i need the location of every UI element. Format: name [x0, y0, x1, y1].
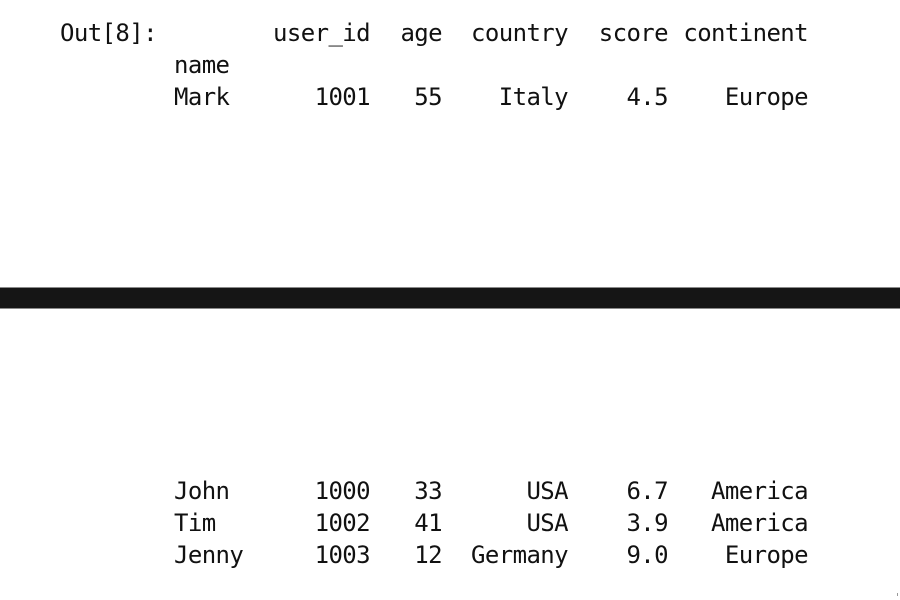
column-header-continent: continent — [683, 19, 808, 47]
cell-continent: Europe — [724, 541, 809, 569]
row-index-name: Jenny — [174, 541, 244, 569]
cell-score: 9.0 — [626, 541, 668, 569]
cell-user-id: 1003 — [314, 541, 371, 569]
column-header-user-id: user_id — [273, 19, 371, 47]
cell-score: 3.9 — [626, 509, 668, 537]
pane-divider[interactable] — [0, 287, 900, 309]
output-panel-top: Out[8]: user_id age country score contin… — [0, 0, 900, 287]
cell-age: 41 — [414, 509, 442, 537]
cell-continent: America — [711, 509, 809, 537]
cell-country: USA — [526, 477, 568, 505]
row-index-name: John — [174, 477, 230, 505]
column-header-score: score — [598, 19, 669, 47]
cell-user-id: 1000 — [314, 477, 371, 505]
cell-continent: Europe — [724, 83, 809, 111]
cell-score: 6.7 — [626, 477, 668, 505]
column-header-country: country — [471, 19, 569, 47]
cell-user-id: 1002 — [314, 509, 371, 537]
cell-country: Italy — [498, 83, 569, 111]
index-name-label: name — [174, 51, 230, 79]
cell-age: 12 — [414, 541, 442, 569]
column-header-age: age — [400, 19, 442, 47]
cell-age: 33 — [414, 477, 442, 505]
cell-age: 55 — [414, 83, 442, 111]
cell-user-id: 1001 — [314, 83, 371, 111]
cell-continent: America — [711, 477, 809, 505]
row-index-name: Mark — [174, 83, 230, 111]
output-prompt: Out[8]: — [60, 19, 158, 47]
cell-country: USA — [526, 509, 568, 537]
output-panel-bottom — [0, 309, 900, 600]
corner-tick — [897, 593, 898, 596]
row-index-name: Tim — [174, 509, 216, 537]
cell-score: 4.5 — [626, 83, 668, 111]
cell-country: Germany — [471, 541, 569, 569]
